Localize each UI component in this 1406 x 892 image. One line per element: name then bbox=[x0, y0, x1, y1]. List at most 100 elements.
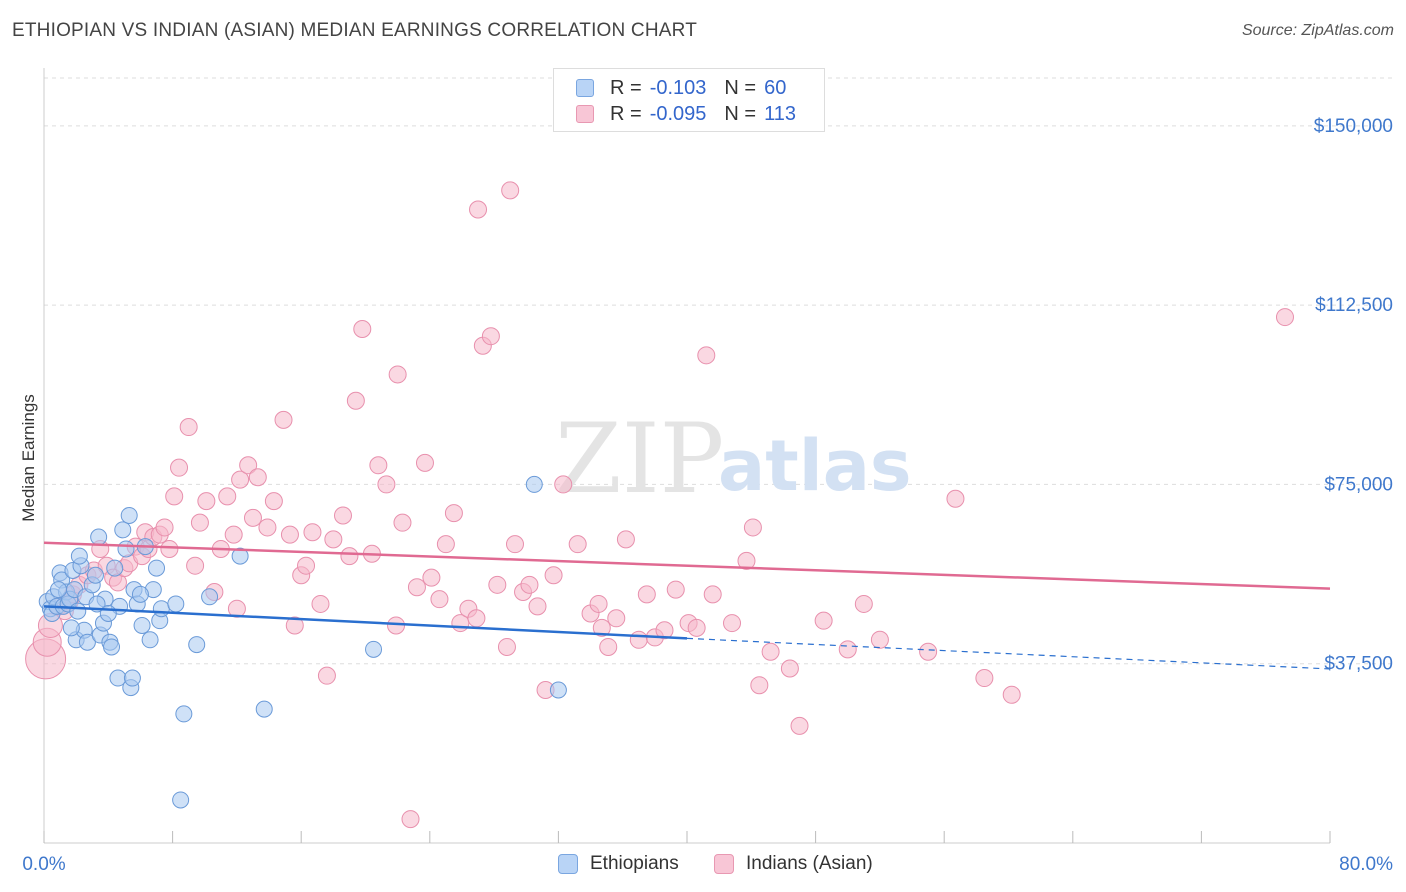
indians-asian-point bbox=[436, 535, 455, 554]
indians-asian-point bbox=[155, 518, 174, 537]
indians-asian-point bbox=[160, 539, 179, 558]
indians-asian-point bbox=[239, 456, 258, 475]
y-tick-label: $150,000 bbox=[1314, 116, 1393, 137]
ethiopians-point bbox=[90, 528, 108, 546]
ethiopians-point bbox=[106, 559, 124, 577]
indians-asian-point bbox=[599, 637, 618, 656]
y-axis-label: Median Earnings bbox=[19, 394, 38, 522]
legend-n-label: N = bbox=[724, 102, 757, 125]
indians-asian-point bbox=[554, 475, 573, 494]
indians-asian-point bbox=[743, 518, 762, 537]
ethiopians-point bbox=[172, 791, 190, 809]
ethiopians-point bbox=[69, 602, 87, 620]
y-tick-label: $112,500 bbox=[1315, 295, 1393, 316]
indians-asian-point bbox=[750, 676, 769, 695]
indians-asian-point bbox=[170, 458, 189, 477]
watermark-atlas: atlas bbox=[718, 425, 912, 507]
indians-asian-point bbox=[422, 568, 441, 587]
indians-asian-point bbox=[258, 518, 277, 537]
indians-asian-point bbox=[1275, 308, 1294, 327]
ethiopians-points bbox=[38, 475, 567, 809]
indians-asian-point bbox=[629, 630, 648, 649]
ethiopians-legend-label: Ethiopians bbox=[590, 853, 679, 874]
indians-asian-point bbox=[377, 475, 396, 494]
legend-n-value: 113 bbox=[764, 102, 796, 125]
indians-asian-point bbox=[505, 535, 524, 554]
indians-asian-point bbox=[393, 513, 412, 532]
ethiopians-point bbox=[148, 559, 166, 577]
ethiopians-point bbox=[131, 585, 149, 603]
ethiopians-point bbox=[255, 700, 273, 718]
indians-asian-point bbox=[637, 585, 656, 604]
ethiopians-point bbox=[114, 521, 132, 539]
indians-asian-point bbox=[607, 609, 626, 628]
indians-asian-point bbox=[666, 580, 685, 599]
indians-asian-point bbox=[303, 523, 322, 542]
indians-asian-point bbox=[946, 489, 965, 508]
y-tick-label: $37,500 bbox=[1324, 654, 1393, 675]
ethiopians-legend-icon bbox=[558, 854, 578, 874]
ethiopians-point bbox=[188, 636, 206, 654]
indians-asian-point bbox=[838, 640, 857, 659]
indians-asian-point bbox=[231, 470, 250, 489]
indians-asian-point bbox=[592, 618, 611, 637]
legend-row-indians: R = -0.095 N = 113 bbox=[576, 102, 796, 126]
indians-asian-point bbox=[353, 320, 372, 339]
indians-asian-points bbox=[25, 181, 1294, 829]
indians-asian-point bbox=[528, 597, 547, 616]
ethiopians-point bbox=[103, 638, 121, 656]
ethiopians-point bbox=[123, 669, 141, 687]
indians-asian-point bbox=[280, 525, 299, 544]
indians-asian-point bbox=[520, 575, 539, 594]
indians-asian-point bbox=[919, 642, 938, 661]
ethiopians-point bbox=[78, 633, 96, 651]
indians-asian-point bbox=[488, 575, 507, 594]
indians-asian-point bbox=[285, 616, 304, 635]
ethiopians-point bbox=[231, 547, 249, 565]
bottom-legend-ethiopians[interactable]: Ethiopians bbox=[558, 852, 679, 876]
bottom-legend-indians[interactable]: Indians (Asian) bbox=[714, 852, 873, 876]
legend-r-value: -0.095 bbox=[649, 102, 707, 125]
chart-title: ETHIOPIAN VS INDIAN (ASIAN) MEDIAN EARNI… bbox=[12, 20, 698, 41]
y-tick-label: $75,000 bbox=[1324, 474, 1393, 495]
indians-asian-point bbox=[218, 487, 237, 506]
legend-n-label: N = bbox=[724, 76, 757, 99]
indians-asian-point bbox=[703, 585, 722, 604]
watermark-zip: ZIP bbox=[555, 403, 724, 515]
indians-asian-point bbox=[780, 659, 799, 678]
indians-asian-point bbox=[975, 669, 994, 688]
indians-asian-trend-line bbox=[43, 541, 1331, 590]
x-tick-label: 80.0% bbox=[1339, 854, 1393, 875]
indians-asian-point bbox=[870, 630, 889, 649]
indians-asian-point bbox=[346, 391, 365, 410]
ethiopians-point bbox=[70, 547, 88, 565]
ethiopians-point bbox=[175, 705, 193, 723]
indians-asian-point bbox=[388, 365, 407, 384]
indians-asian-point bbox=[814, 611, 833, 630]
indians-asian-point bbox=[407, 578, 426, 597]
indians-asian-point bbox=[197, 492, 216, 511]
indians-swatch-icon bbox=[576, 105, 594, 123]
indians-asian-point bbox=[497, 637, 516, 656]
ethiopians-trend-line bbox=[43, 605, 688, 640]
indians-asian-point bbox=[481, 327, 500, 346]
indians-asian-point bbox=[227, 599, 246, 618]
indians-asian-point bbox=[697, 346, 716, 365]
indians-asian-point bbox=[589, 594, 608, 613]
indians-asian-point bbox=[469, 200, 488, 219]
indians-asian-point bbox=[568, 535, 587, 554]
indians-asian-point bbox=[264, 492, 283, 511]
indians-asian-point bbox=[854, 594, 873, 613]
indians-asian-point bbox=[430, 590, 449, 609]
trend-lines bbox=[43, 541, 1331, 670]
indians-asian-point bbox=[737, 551, 756, 570]
indians-asian-point bbox=[369, 456, 388, 475]
indians-asian-point bbox=[190, 513, 209, 532]
ethiopians-swatch-icon bbox=[576, 79, 594, 97]
indians-asian-point bbox=[317, 666, 336, 685]
indians-asian-point bbox=[415, 453, 434, 472]
indians-asian-point bbox=[224, 525, 243, 544]
correlation-legend: R = -0.103 N = 60 R = -0.095 N = 113 bbox=[553, 68, 825, 132]
indians-asian-point bbox=[467, 609, 486, 628]
ethiopians-point bbox=[167, 595, 185, 613]
